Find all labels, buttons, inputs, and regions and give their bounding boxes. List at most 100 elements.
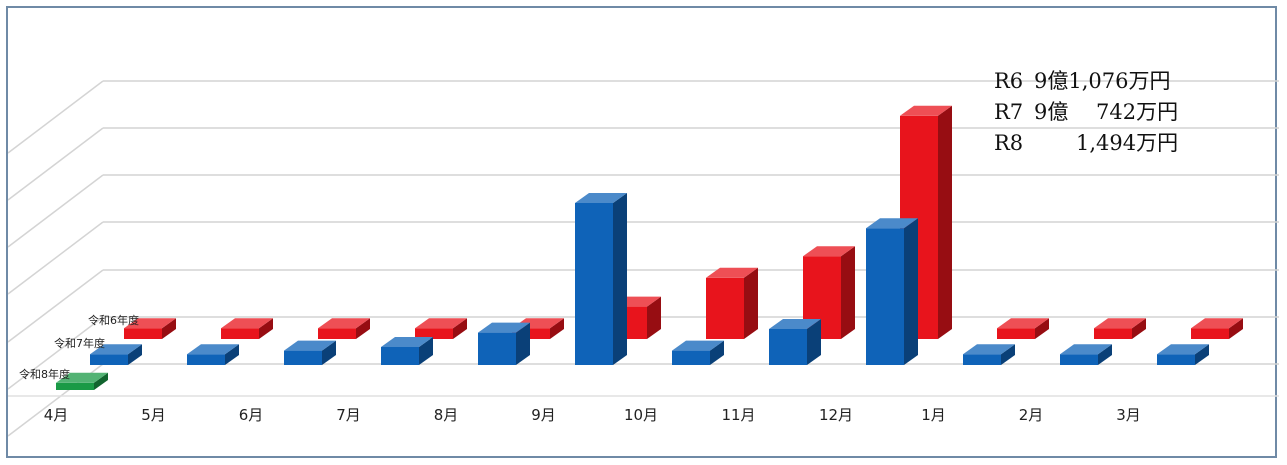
bar-front <box>672 350 710 365</box>
tick-label: 3月 <box>1116 406 1141 424</box>
bar-top <box>187 344 239 355</box>
bar-front <box>963 354 1001 365</box>
bar-side <box>322 340 336 365</box>
tick-label: 6月 <box>239 406 264 424</box>
bar-2-9 <box>866 218 918 365</box>
tick-label: 10月 <box>624 406 658 424</box>
bar-side <box>516 322 530 365</box>
bar-top <box>56 372 108 383</box>
bar-side <box>841 246 855 339</box>
totals-box: R6 9億1,076万円 R7 9億 742万円 R8 1,494万円 <box>994 66 1210 159</box>
bar-top <box>221 318 273 329</box>
bar-side <box>710 340 724 365</box>
bar-top <box>1191 318 1243 329</box>
bar-front <box>1094 328 1132 339</box>
bar-top <box>124 318 176 329</box>
bar-top <box>478 322 530 333</box>
bar-top <box>706 267 758 278</box>
total-amount: 1,494万円 <box>1034 131 1179 155</box>
tick-label: 12月 <box>819 406 853 424</box>
bar-front <box>1060 354 1098 365</box>
bar-top <box>381 337 433 347</box>
bar-side <box>1229 318 1243 339</box>
bar-front <box>187 354 225 365</box>
bar-side <box>94 372 108 390</box>
bar-2-5 <box>478 322 530 365</box>
total-era: R7 <box>994 100 1024 124</box>
bar-front <box>124 328 162 339</box>
bar-side <box>1132 318 1146 339</box>
bar-side <box>356 318 370 339</box>
bar-2-6 <box>575 193 627 365</box>
bar-top <box>1060 344 1112 355</box>
series-label: 令和7年度 <box>54 336 105 350</box>
bar-side <box>904 218 918 365</box>
bar-front <box>512 328 550 339</box>
bars <box>56 105 1243 390</box>
total-row-r6: R6 9億1,076万円 <box>994 66 1210 97</box>
bar-side <box>1001 344 1015 365</box>
bar-side <box>550 318 564 339</box>
bar-top <box>90 344 142 355</box>
bar-1-1 <box>124 318 176 339</box>
bar-front <box>381 347 419 365</box>
tick-label: 5月 <box>141 406 166 424</box>
bar-1-3 <box>318 318 370 339</box>
bar-front <box>90 354 128 365</box>
tick-label: 4月 <box>44 406 69 424</box>
bar-1-7 <box>706 267 758 339</box>
bar-2-4 <box>381 337 433 365</box>
bar-top <box>803 246 855 257</box>
bar-front <box>56 382 94 390</box>
bar-front <box>1191 328 1229 339</box>
bar-front <box>997 328 1035 339</box>
bar-front <box>318 328 356 339</box>
bar-1-11 <box>1094 318 1146 339</box>
bar-side <box>419 337 433 365</box>
bar-2-11 <box>1060 344 1112 365</box>
tick-label: 2月 <box>1019 406 1044 424</box>
tick-label: 9月 <box>531 406 556 424</box>
bar-2-2 <box>187 344 239 365</box>
bar-front <box>478 332 516 365</box>
total-amount: 9億 742万円 <box>1034 100 1179 124</box>
bar-1-4 <box>415 318 467 339</box>
bar-front <box>575 203 613 365</box>
bar-top <box>997 318 1049 329</box>
chart-frame: 令和6年度 令和7年度 令和8年度 4月 5月 6月 7月 8月 9月 10月 11月 12月 1月 2月… <box>6 6 1279 458</box>
total-era: R6 <box>994 69 1024 93</box>
bar-side <box>744 267 758 339</box>
total-row-r8: R8 1,494万円 <box>994 128 1210 159</box>
gridline-depth <box>8 174 104 248</box>
bar-side <box>259 318 273 339</box>
bar-side <box>1195 344 1209 365</box>
bar-top <box>963 344 1015 355</box>
bar-side <box>938 105 952 339</box>
bar-top <box>672 340 724 351</box>
bar-top <box>284 340 336 351</box>
bar-front <box>415 328 453 339</box>
total-era: R8 <box>994 131 1024 155</box>
bar-top <box>1094 318 1146 329</box>
tick-label: 1月 <box>921 406 946 424</box>
bar-1-12 <box>1191 318 1243 339</box>
bar-top <box>415 318 467 329</box>
bar-side <box>453 318 467 339</box>
bar-1-10 <box>997 318 1049 339</box>
bar-front <box>706 277 744 339</box>
tick-label: 7月 <box>336 406 361 424</box>
bar-side <box>647 296 661 339</box>
bar-side <box>128 344 142 365</box>
bar-side <box>613 193 627 365</box>
bar-2-12 <box>1157 344 1209 365</box>
bar-front <box>1157 354 1195 365</box>
bar-2-10 <box>963 344 1015 365</box>
bar-2-3 <box>284 340 336 365</box>
bar-side <box>1035 318 1049 339</box>
tick-label: 8月 <box>434 406 459 424</box>
bar-2-1 <box>90 344 142 365</box>
series-label: 令和6年度 <box>88 313 139 327</box>
bar-2-8 <box>769 319 821 365</box>
bar-side <box>225 344 239 365</box>
